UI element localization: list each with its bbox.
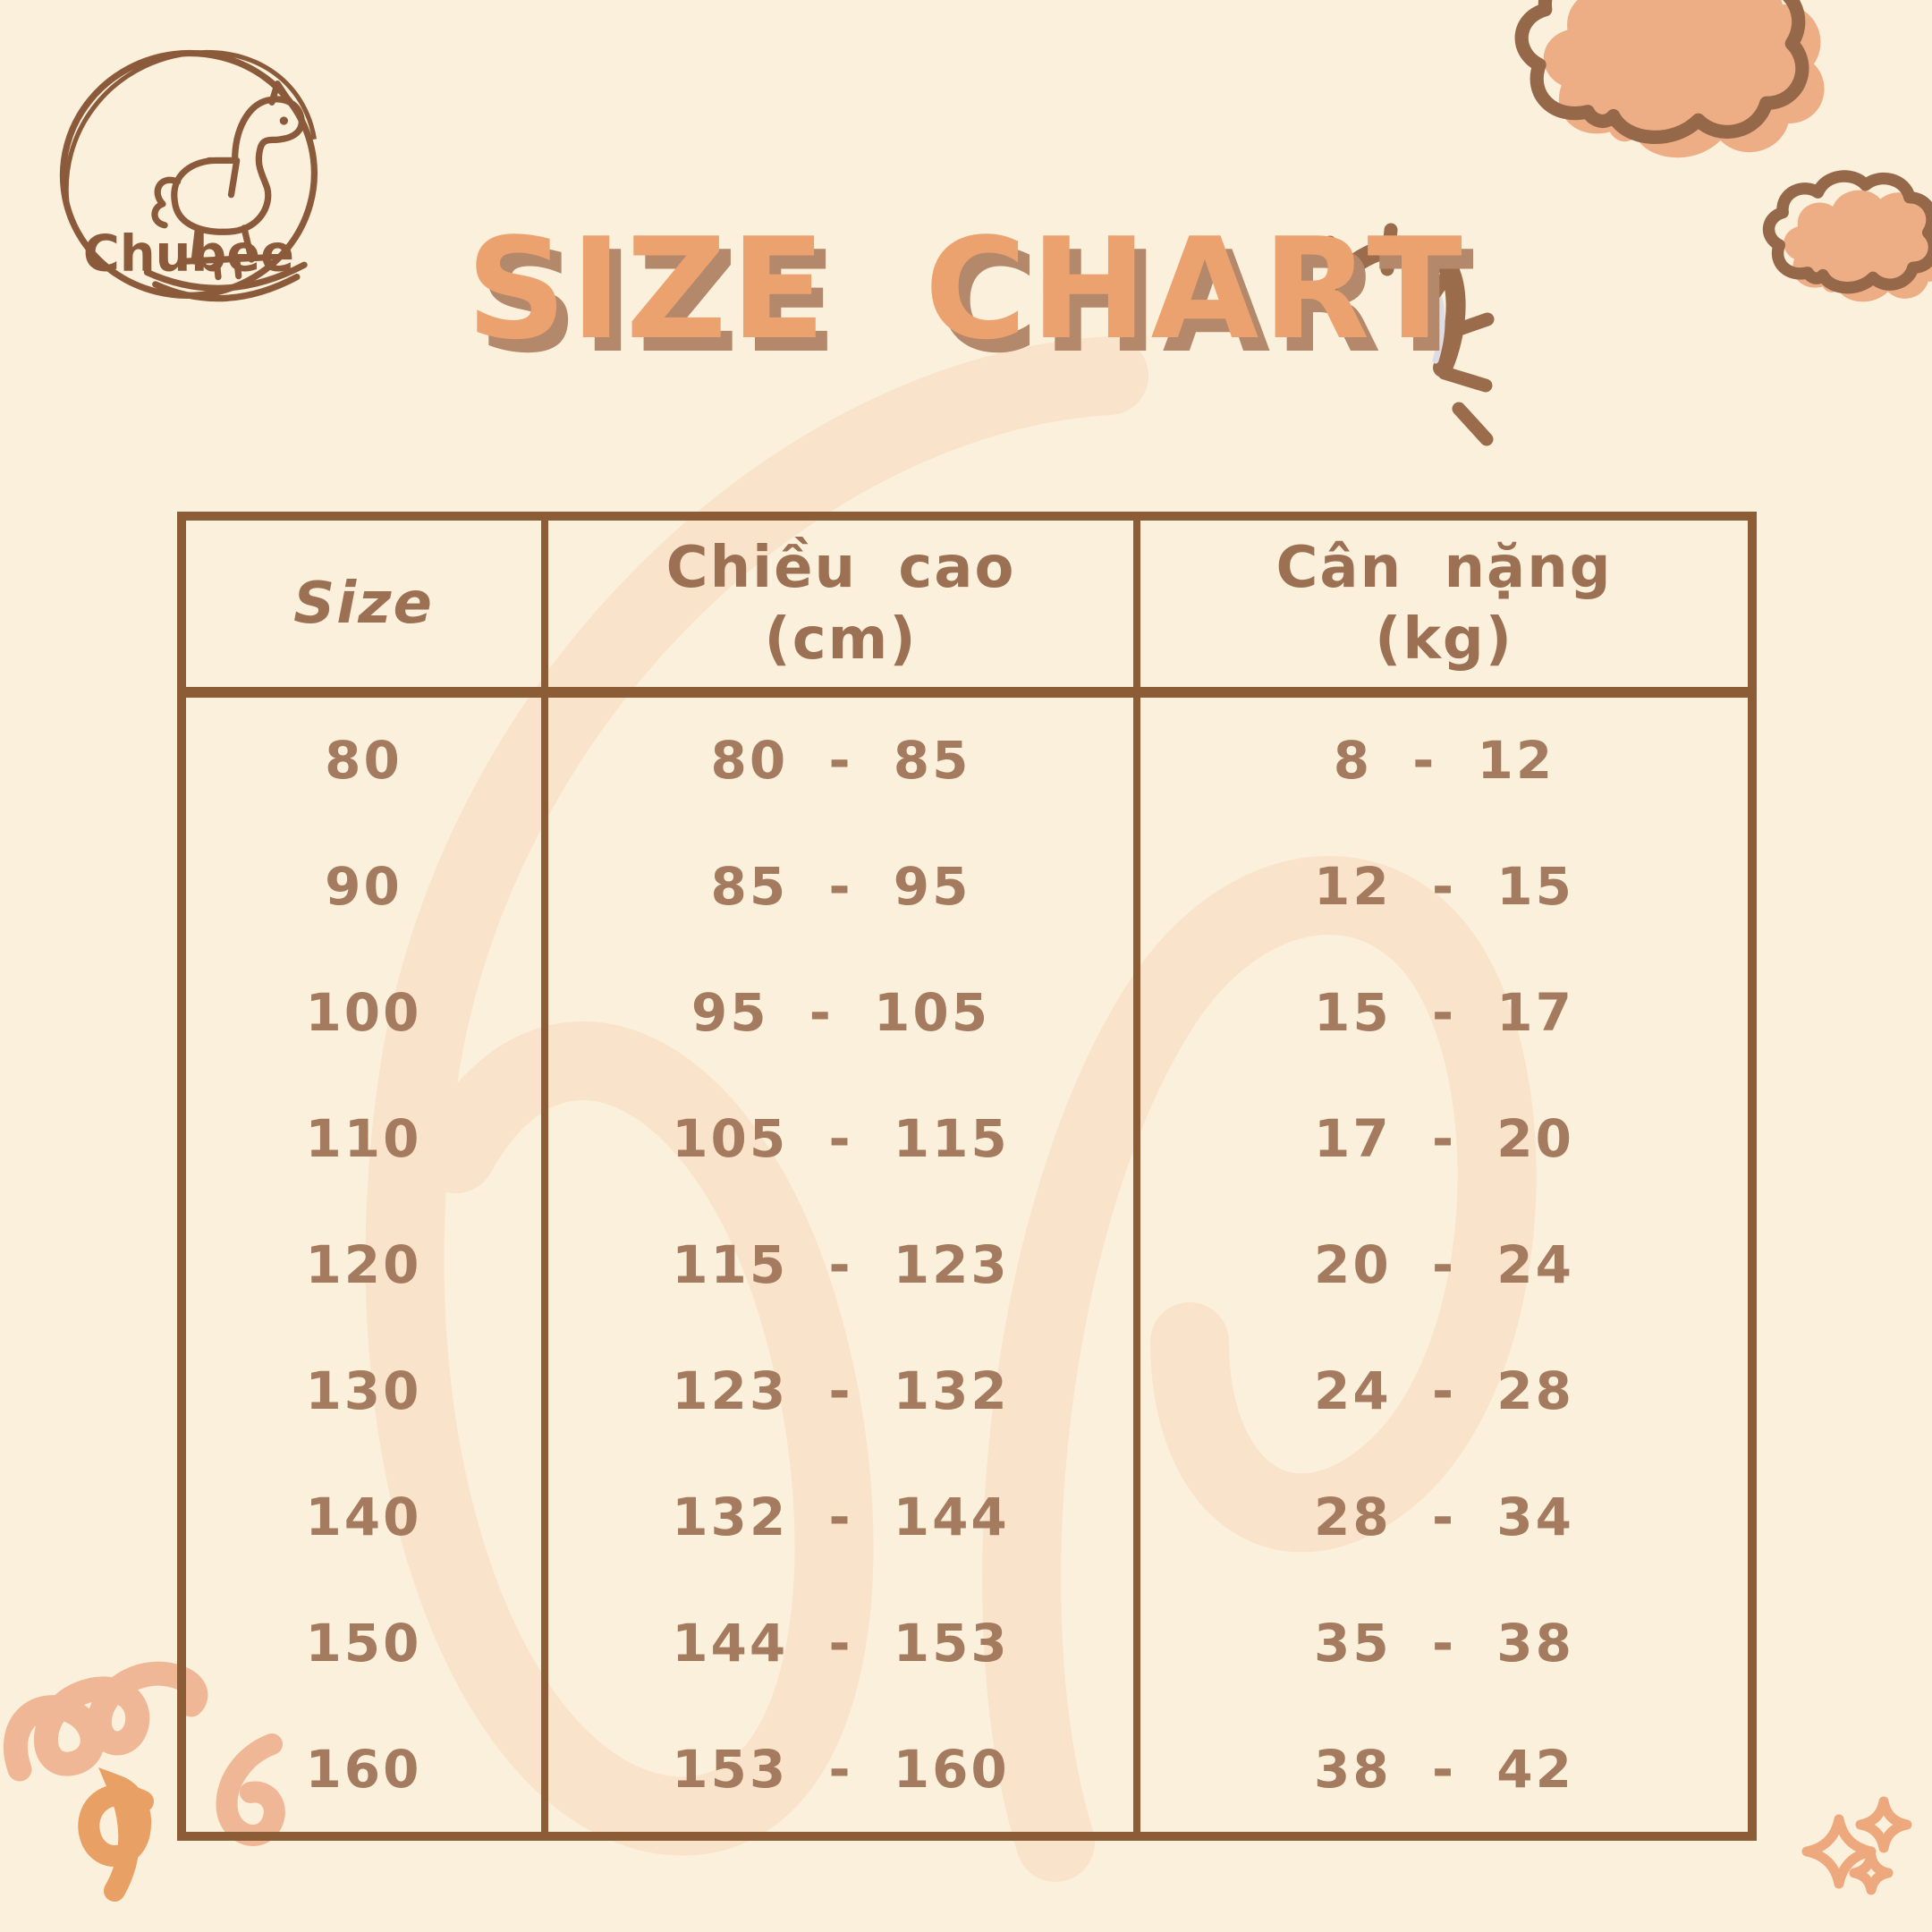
- brand-name: Chubee: [83, 225, 294, 283]
- size-table: Size Chiều cao (cm) Cân nặng (kg) 80 80 …: [177, 512, 1757, 1841]
- weight-cell: 17 - 20: [1133, 1075, 1748, 1202]
- weight-cell: 15 - 17: [1133, 949, 1748, 1076]
- height-cell: 132 - 144: [541, 1453, 1133, 1580]
- weight-cell: 12 - 15: [1133, 823, 1748, 950]
- header-height: Chiều cao (cm): [541, 521, 1133, 698]
- cloud-icon-small: [1762, 170, 1932, 302]
- sparkle-icon: [1855, 1796, 1912, 1853]
- table-row: 100 95 - 105 15 - 17: [186, 949, 1748, 1076]
- height-cell: 144 - 153: [541, 1580, 1133, 1707]
- weight-cell: 35 - 38: [1133, 1580, 1748, 1707]
- table-row: 90 85 - 95 12 - 15: [186, 823, 1748, 950]
- table-row: 140 132 - 144 28 - 34: [186, 1453, 1748, 1580]
- table-row: 80 80 - 85 8 - 12: [186, 698, 1748, 824]
- cloud-icon-large: [1514, 0, 1825, 158]
- height-cell: 123 - 132: [541, 1327, 1133, 1454]
- weight-cell: 28 - 34: [1133, 1453, 1748, 1580]
- height-cell: 153 - 160: [541, 1706, 1133, 1833]
- table-header-row: Size Chiều cao (cm) Cân nặng (kg): [186, 521, 1748, 698]
- table-row: 130 123 - 132 24 - 28: [186, 1327, 1748, 1454]
- table-row: 120 115 - 123 20 - 24: [186, 1201, 1748, 1328]
- height-cell: 85 - 95: [541, 823, 1133, 950]
- weight-cell: 24 - 28: [1133, 1327, 1748, 1454]
- header-weight: Cân nặng (kg): [1133, 521, 1748, 698]
- sparkle-icon: [1801, 1814, 1877, 1889]
- size-cell: 140: [305, 1486, 422, 1547]
- script-watermark: [365, 336, 1537, 1882]
- height-cell: 105 - 115: [541, 1075, 1133, 1202]
- size-cell: 80: [325, 730, 402, 792]
- weight-cell: 20 - 24: [1133, 1201, 1748, 1328]
- header-label: Size: [293, 571, 434, 637]
- sparkle-icon-group: [1801, 1796, 1912, 1895]
- size-cell: 130: [305, 1360, 422, 1421]
- height-cell: 115 - 123: [541, 1201, 1133, 1328]
- brand-logo: Chubee: [59, 49, 318, 302]
- rocking-horse-icon: [143, 80, 308, 302]
- size-cell: 100: [305, 982, 422, 1044]
- header-unit: (cm): [764, 606, 918, 673]
- header-unit: (kg): [1375, 606, 1513, 673]
- sun-icon: [1317, 223, 1495, 446]
- page-title: SIZE CHART: [466, 208, 1466, 370]
- weight-cell: 38 - 42: [1133, 1706, 1748, 1833]
- size-cell: 120: [305, 1234, 422, 1295]
- squiggle-icon-coil: [3, 1661, 208, 1782]
- header-label: Chiều cao: [665, 535, 1016, 601]
- header-size: Size: [186, 521, 541, 698]
- size-cell: 160: [305, 1738, 422, 1800]
- weight-cell: 8 - 12: [1133, 698, 1748, 824]
- sparkle-icon: [1849, 1851, 1894, 1895]
- header-label: Cân nặng: [1275, 535, 1613, 601]
- table-row: 110 105 - 115 17 - 20: [186, 1075, 1748, 1202]
- table-row: 150 144 - 153 35 - 38: [186, 1580, 1748, 1707]
- height-cell: 80 - 85: [541, 698, 1133, 824]
- size-cell: 150: [305, 1612, 422, 1674]
- size-cell: 90: [325, 856, 402, 918]
- height-cell: 95 - 105: [541, 949, 1133, 1076]
- squiggle-icon-curl-orange: [78, 1767, 154, 1902]
- size-cell: 110: [305, 1108, 422, 1170]
- table-row: 160 153 - 160 38 - 42: [186, 1706, 1748, 1833]
